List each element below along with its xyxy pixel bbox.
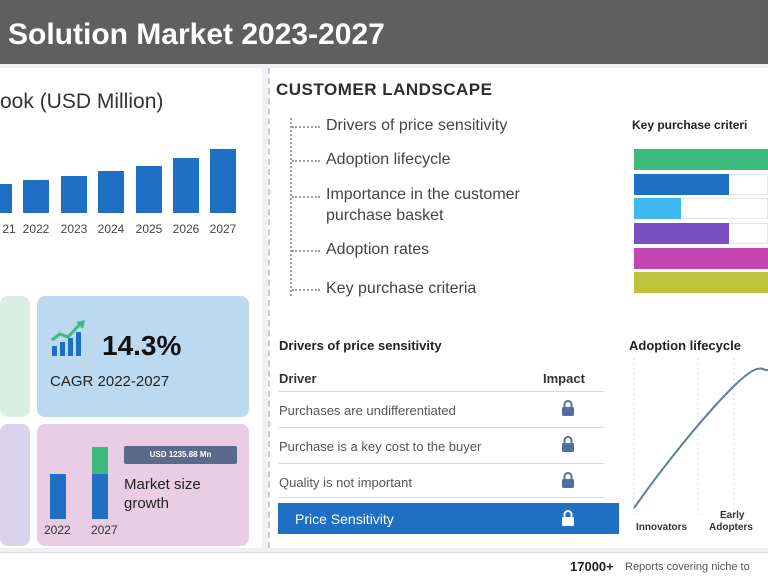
outlook-year-label: 2025 [135,222,163,236]
outlook-bar-2025 [136,166,162,213]
landscape-item-purchase-basket[interactable]: Importance in the customer purchase bask… [326,186,520,224]
driver-row-1: Purchases are undifferentiated [279,403,456,418]
customer-landscape-title: CUSTOMER LANDSCAPE [276,80,493,99]
page-title: Solution Market 2023-2027 [8,18,385,51]
purple-card [0,424,30,546]
growth-bar-2027-base [92,474,108,519]
growth-bar-2022 [50,474,66,519]
drivers-title: Drivers of price sensitivity [279,338,442,353]
cagr-label: CAGR 2022-2027 [50,373,170,390]
tree-connector [290,118,292,296]
tree-branch [292,250,320,252]
driver-row-2: Purchase is a key cost to the buyer [279,439,482,454]
outlook-bar-2027 [210,149,236,213]
key-purchase-bar-6 [634,272,768,293]
table-divider [279,497,604,498]
customer-landscape-panel [268,68,768,548]
outlook-year-label: 21 [2,222,16,236]
outlook-year-label: 2027 [209,222,237,236]
tree-branch [292,196,320,198]
growth-bar-2027-increment [92,447,108,474]
outlook-year-label: 2022 [22,222,50,236]
landscape-item-adoption-lifecycle[interactable]: Adoption lifecycle [326,151,451,168]
key-purchase-bar-4 [634,223,729,244]
growth-card [37,424,249,546]
adoption-label-adopters: Adopters [709,522,753,533]
footer: 17000+ Reports covering niche to [0,552,768,576]
table-divider [279,463,604,464]
landscape-item-key-purchase[interactable]: Key purchase criteria [326,280,477,297]
growth-year-2027: 2027 [91,523,118,537]
report-caption: Reports covering niche to [625,561,750,573]
driver-column-header: Driver [279,371,317,386]
impact-column-header: Impact [543,371,585,386]
lock-icon [562,472,574,488]
tree-branch [292,126,320,128]
adoption-label-innovators: Innovators [636,522,688,533]
outlook-title: ook (USD Million) [0,90,164,113]
growth-year-2022: 2022 [44,523,71,537]
growth-chart-icon [51,320,85,356]
key-purchase-bar-1 [634,149,768,170]
adoption-label-early: Early [720,510,745,521]
adoption-lifecycle-chart: Innovators Early Adopters [633,358,768,533]
driver-row-3: Quality is not important [279,475,412,490]
outlook-bar-2024 [98,171,124,213]
report-count: 17000+ [570,559,614,574]
key-purchase-title: Key purchase criteri [632,118,748,132]
landscape-item-drivers[interactable]: Drivers of price sensitivity [326,117,508,134]
green-card [0,296,30,417]
lock-icon [562,510,574,526]
key-purchase-bar-3 [634,198,681,219]
lock-icon [562,436,574,452]
landscape-item-adoption-rates[interactable]: Adoption rates [326,241,430,258]
table-divider [279,391,604,392]
lock-icon [562,400,574,416]
key-purchase-bar-2 [634,174,729,195]
outlook-bar-2023 [61,176,87,213]
outlook-bar-21 [0,184,12,213]
adoption-lifecycle-title: Adoption lifecycle [629,338,741,353]
title-bar: Solution Market 2023-2027 [0,0,768,64]
growth-value-tag: USD 1235.88 Mn [124,446,237,464]
outlook-year-label: 2026 [172,222,200,236]
outlook-bar-2022 [23,180,49,213]
price-sensitivity-row[interactable]: Price Sensitivity [278,503,619,534]
key-purchase-bar-5 [634,248,768,269]
cagr-card [37,296,249,417]
price-sensitivity-label: Price Sensitivity [295,511,394,527]
outlook-bar-2026 [173,158,199,213]
table-divider [279,427,604,428]
outlook-year-label: 2023 [60,222,88,236]
tree-branch [292,160,320,162]
cagr-value: 14.3% [102,330,182,361]
tree-branch [292,289,320,291]
growth-label: Market size growth [124,476,201,512]
outlook-year-label: 2024 [97,222,125,236]
